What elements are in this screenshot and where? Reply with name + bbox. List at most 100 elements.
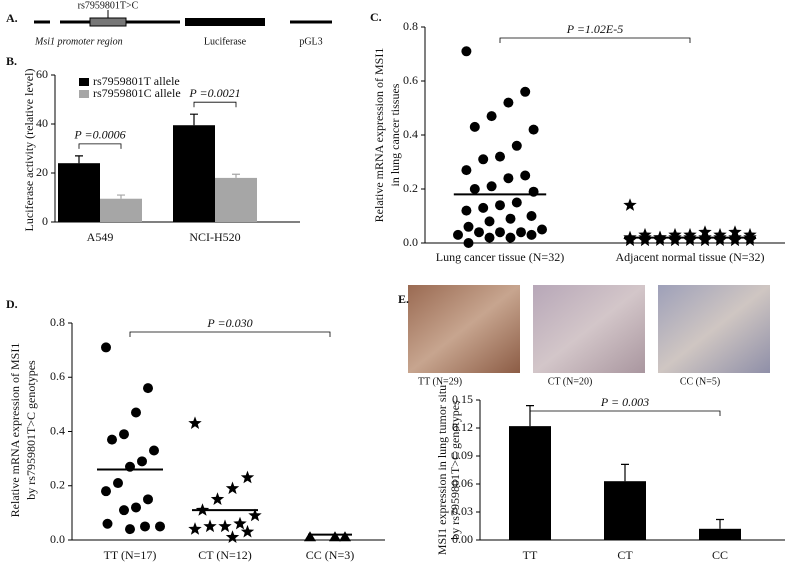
promoter-box — [89, 17, 127, 27]
data-point — [526, 211, 537, 221]
data-point — [668, 233, 682, 246]
data-point — [526, 229, 537, 240]
y-tick-label: 0.06 — [452, 476, 473, 490]
histology-image — [658, 285, 770, 373]
significance-bracket — [499, 37, 691, 43]
p-value: P =0.0006 — [73, 128, 125, 142]
data-point — [478, 154, 489, 165]
region-label: Msi1 promoter region — [34, 36, 123, 47]
data-point — [107, 434, 117, 445]
data-point — [225, 530, 240, 543]
legend-swatch — [79, 78, 89, 86]
data-point — [484, 232, 495, 243]
x-tick-label: A549 — [87, 230, 114, 244]
data-point — [495, 151, 505, 162]
data-point — [463, 238, 474, 248]
data-point — [203, 519, 217, 533]
data-point — [505, 213, 516, 224]
significance-bracket — [129, 331, 331, 337]
data-point — [240, 524, 255, 538]
y-tick-label: 60 — [36, 67, 48, 81]
data-point — [528, 124, 539, 135]
image-caption: TT (N=29) — [418, 376, 462, 387]
data-point — [248, 508, 262, 522]
data-point — [520, 86, 531, 97]
y-tick-label: 0.12 — [452, 420, 473, 434]
data-point — [683, 233, 697, 246]
image-caption: CC (N=5) — [680, 376, 720, 387]
promoter-diagram: A. rs7959801T>C Msi1 promoter region Luc… — [6, 0, 332, 47]
data-point — [698, 233, 712, 246]
data-point — [486, 181, 497, 192]
data-point — [623, 233, 637, 246]
error-bar — [716, 518, 724, 529]
data-point — [119, 505, 129, 516]
panel-letter: D. — [6, 297, 18, 311]
legend-label: rs7959801C allele — [93, 86, 181, 100]
data-point — [143, 383, 153, 394]
data-point — [505, 232, 516, 243]
error-bar — [232, 173, 240, 178]
data-point — [486, 111, 497, 122]
y-axis-label: by rs7959801T>C genotypes — [24, 360, 38, 500]
data-point — [503, 97, 514, 108]
data-point — [101, 486, 111, 497]
data-point — [461, 165, 472, 176]
y-tick-label: 0.6 — [50, 369, 65, 383]
data-point — [140, 521, 150, 532]
bar — [604, 481, 646, 540]
y-tick-label: 0.00 — [452, 532, 473, 546]
data-point — [188, 522, 202, 535]
y-tick-label: 0.2 — [50, 478, 65, 492]
data-point — [210, 492, 225, 505]
data-point — [495, 227, 505, 238]
y-axis-label: Luciferase activity (relative level) — [22, 69, 36, 232]
y-tick-label: 0.15 — [452, 392, 473, 406]
data-point — [233, 516, 247, 530]
data-point — [743, 233, 757, 246]
data-point — [503, 173, 514, 184]
data-point — [511, 140, 522, 151]
data-point — [218, 519, 232, 533]
error-bar — [621, 463, 629, 482]
data-point — [329, 531, 341, 542]
bar — [173, 125, 215, 222]
p-value: P = 0.003 — [600, 395, 649, 409]
x-tick-label: Lung cancer tissue (N=32) — [436, 250, 564, 264]
data-point — [125, 524, 135, 535]
data-point — [137, 456, 147, 467]
data-point — [453, 229, 463, 240]
data-point — [537, 224, 547, 235]
data-point — [461, 46, 472, 57]
legend-label: rs7959801T allele — [93, 74, 180, 88]
y-tick-label: 0 — [42, 214, 48, 228]
y-tick-label: 0.4 — [403, 127, 418, 141]
data-point — [188, 416, 202, 429]
data-point — [101, 342, 111, 353]
data-point — [304, 531, 316, 542]
panel-letter: C. — [370, 10, 382, 24]
data-point — [469, 184, 480, 194]
y-axis-label: Relative mRNA expression of MSI1 — [372, 48, 386, 223]
luciferase-box — [185, 18, 265, 26]
data-point — [113, 478, 123, 489]
significance-bracket — [193, 101, 237, 108]
data-point — [469, 121, 480, 132]
data-point — [474, 227, 484, 238]
y-tick-label: 0.0 — [403, 235, 418, 249]
panel-letter: E. — [398, 292, 409, 306]
data-point — [713, 233, 727, 246]
bar — [58, 163, 100, 222]
image-caption: CT (N=20) — [548, 376, 593, 387]
bar — [699, 528, 741, 540]
data-point — [638, 233, 652, 246]
data-point — [461, 205, 472, 216]
data-point — [131, 502, 141, 513]
y-tick-label: 0.2 — [403, 181, 418, 195]
histology-image — [533, 285, 645, 373]
y-tick-label: 0.4 — [50, 423, 65, 437]
data-point — [339, 531, 351, 542]
histology-image — [408, 285, 520, 373]
